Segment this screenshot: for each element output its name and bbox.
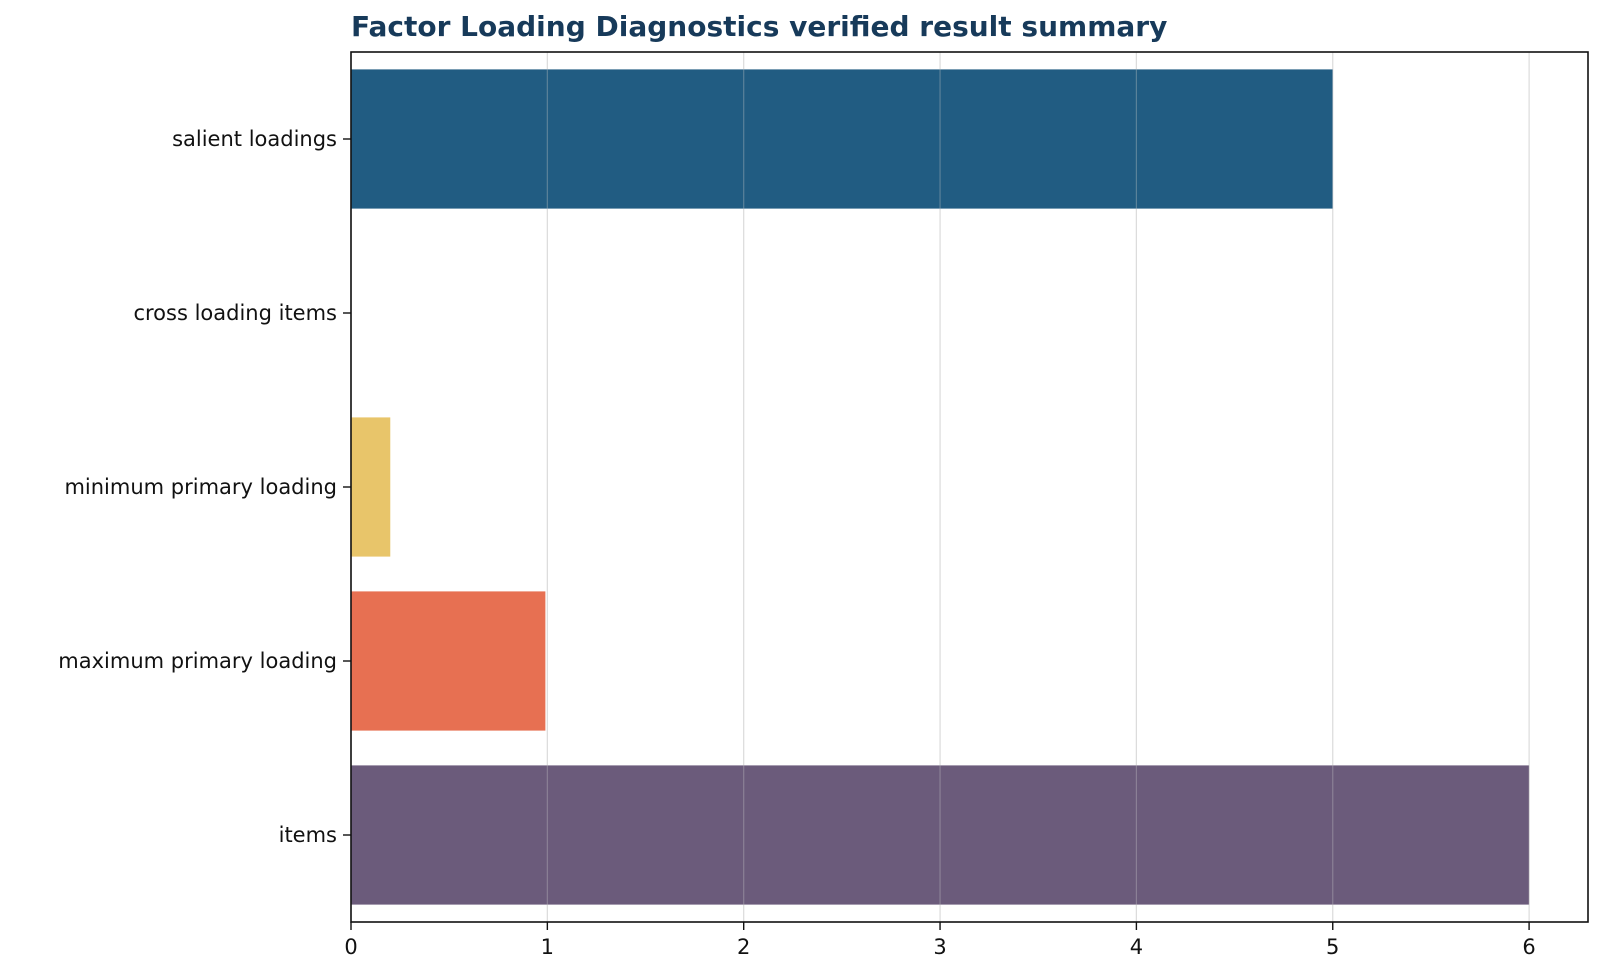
y-tick-label: salient loadings <box>172 127 337 151</box>
x-tick-label: 1 <box>541 935 554 959</box>
x-tick-label: 0 <box>344 935 357 959</box>
x-tick-label: 6 <box>1522 935 1535 959</box>
bar <box>351 765 1530 905</box>
chart-title: Factor Loading Diagnostics verified resu… <box>351 10 1168 43</box>
y-tick-label: items <box>279 823 337 847</box>
x-tick-label: 2 <box>737 935 750 959</box>
bar <box>351 591 546 731</box>
y-tick-label: cross loading items <box>133 301 337 325</box>
x-tick-label: 4 <box>1130 935 1143 959</box>
bars <box>350 52 1530 922</box>
bar <box>351 417 391 557</box>
bar <box>351 69 1333 209</box>
x-tick-label: 5 <box>1326 935 1339 959</box>
x-tick-label: 3 <box>933 935 946 959</box>
axes: 0 1 2 3 4 5 6 salient loadings cross loading ite… <box>58 51 1589 959</box>
y-tick-label: minimum primary loading <box>64 475 337 499</box>
y-tick-label: maximum primary loading <box>58 649 337 673</box>
